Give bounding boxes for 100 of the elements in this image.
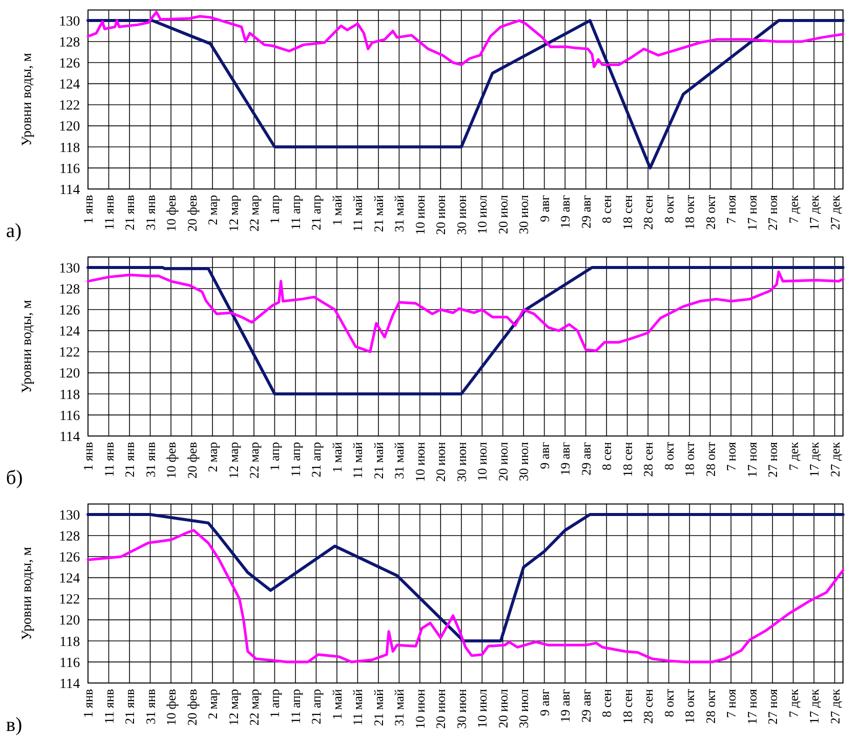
- x-tick-label: 30 июн: [454, 194, 469, 235]
- y-tick-label: 114: [60, 182, 80, 198]
- x-tick-label: 9 авг: [536, 195, 552, 222]
- y-tick-label: 128: [59, 282, 80, 298]
- y-tick-label: 124: [59, 78, 80, 93]
- x-tick-label: 19 авг: [558, 442, 573, 476]
- x-tick-label: 8 сен: [599, 194, 614, 224]
- x-tick-label: 21 май: [370, 442, 386, 480]
- x-tick-label: 17 дек: [806, 688, 822, 724]
- x-tick-label: 10 июн: [412, 442, 428, 482]
- x-tick-label: 18 сен: [620, 194, 635, 230]
- x-tick-label: 31 май: [392, 442, 407, 480]
- x-tick-label: 28 сен: [640, 688, 656, 724]
- text: в): [6, 714, 22, 736]
- x-tick-label: 8 сен: [599, 688, 614, 718]
- y-tick-label: 130: [59, 261, 80, 276]
- x-tick-label: 11 апр: [288, 195, 303, 230]
- x-tick-label: 2 мар: [205, 442, 220, 472]
- y-tick-label: 128: [59, 529, 80, 544]
- y-tick-label: 118: [60, 388, 80, 403]
- x-tick-label: 8 сен: [599, 442, 614, 470]
- x-tick-label: 8 окт: [661, 688, 676, 718]
- x-tick-label: 17 дек: [806, 441, 822, 477]
- y-axis-title: Уровни воды, м: [20, 546, 35, 640]
- x-tick-label: 7 ноя: [724, 194, 739, 224]
- x-tick-label: 18 окт: [682, 442, 698, 477]
- y-tick-label: 122: [59, 592, 80, 608]
- x-tick-label: 11 янв: [101, 442, 116, 477]
- x-tick-label: 31 янв: [142, 442, 158, 478]
- x-tick-label: 10 фев: [164, 689, 179, 726]
- x-tick-label: 1 янв: [80, 195, 96, 224]
- y-tick-label: 116: [60, 408, 80, 424]
- x-tick-label: 19 авг: [558, 195, 573, 228]
- y-tick-label: 120: [59, 366, 80, 382]
- x-tick-label: 10 июн: [412, 194, 428, 235]
- text: б): [6, 467, 23, 489]
- x-tick-label: 28 сен: [640, 194, 656, 230]
- x-tick-label: 20 июл: [495, 194, 510, 234]
- x-tick-label: 18 окт: [682, 688, 698, 724]
- x-tick-label: 17 ноя: [744, 442, 760, 478]
- x-tick-label: 30 июн: [454, 688, 469, 729]
- x-tick-label: 21 апр: [308, 689, 324, 724]
- x-tick-label: 30 июн: [454, 442, 469, 482]
- x-tick-label: 11 янв: [101, 195, 116, 230]
- x-tick-label: 22 мар: [246, 689, 262, 726]
- x-tick-label: 11 апр: [288, 689, 303, 724]
- x-tick-label: 19 авг: [558, 689, 573, 722]
- x-tick-label: 20 фев: [184, 689, 200, 726]
- x-tick-label: 28 окт: [702, 194, 718, 230]
- x-tick-label: 7 ноя: [724, 688, 739, 718]
- x-tick-label: 28 сен: [640, 442, 656, 477]
- x-tick-label: 1 янв: [80, 442, 96, 471]
- y-tick-label: 116: [60, 656, 80, 671]
- x-tick-label: 30 июл: [516, 688, 532, 728]
- x-tick-label: 31 янв: [142, 689, 158, 724]
- x-tick-label: 29 авг: [578, 195, 594, 228]
- x-tick-label: 20 июн: [433, 688, 448, 729]
- y-tick-label: 122: [59, 98, 80, 114]
- x-tick-label: 30 июл: [516, 194, 532, 234]
- x-tick-label: 31 май: [392, 194, 407, 232]
- x-tick-label: 28 окт: [702, 688, 718, 724]
- x-tick-label: 11 янв: [101, 689, 116, 724]
- x-tick-label: 27 ноя: [765, 688, 780, 724]
- x-tick-label: 20 июн: [433, 194, 448, 235]
- x-tick-label: 8 окт: [661, 194, 676, 224]
- x-tick-label: 2 мар: [205, 689, 220, 720]
- x-tick-label: 10 июн: [412, 688, 428, 729]
- y-tick-label: 126: [59, 550, 80, 566]
- x-tick-label: 18 окт: [682, 194, 698, 230]
- y-axis-title: Уровни воды, м: [20, 300, 35, 394]
- x-tick-label: 29 авг: [578, 689, 594, 722]
- x-tick-label: 21 янв: [122, 195, 138, 230]
- y-tick-label: 130: [59, 14, 80, 30]
- line-series: [86, 19, 844, 170]
- text: а): [6, 220, 22, 242]
- x-tick-label: 20 фев: [184, 195, 200, 232]
- x-tick-label: 10 июл: [474, 194, 490, 234]
- x-tick-label: 10 июл: [474, 688, 490, 728]
- y-tick-label: 118: [60, 140, 80, 156]
- x-tick-label: 22 мар: [246, 195, 262, 232]
- x-tick-label: 10 фев: [164, 442, 179, 479]
- x-tick-label: 7 дек: [786, 194, 801, 224]
- x-tick-label: 20 июн: [433, 442, 448, 482]
- x-tick-label: 27 дек: [827, 688, 842, 724]
- x-tick-label: 1 апр: [267, 689, 282, 718]
- x-tick-label: 7 ноя: [724, 442, 739, 471]
- x-tick-label: 17 ноя: [744, 688, 760, 724]
- y-tick-label: 118: [60, 634, 80, 650]
- x-tick-label: 27 ноя: [765, 194, 780, 230]
- x-tick-label: 1 май: [329, 688, 344, 720]
- y-tick-label: 130: [59, 508, 80, 524]
- y-tick-label: 114: [60, 430, 80, 445]
- x-tick-label: 22 мар: [246, 442, 262, 479]
- y-tick-label: 126: [59, 56, 80, 72]
- x-tick-label: 1 янв: [80, 689, 96, 718]
- y-tick-label: 126: [59, 304, 80, 319]
- x-tick-label: 1 май: [329, 194, 344, 226]
- x-tick-label: 1 апр: [267, 442, 282, 471]
- x-tick-label: 27 ноя: [765, 442, 780, 478]
- y-tick-label: 128: [59, 35, 80, 50]
